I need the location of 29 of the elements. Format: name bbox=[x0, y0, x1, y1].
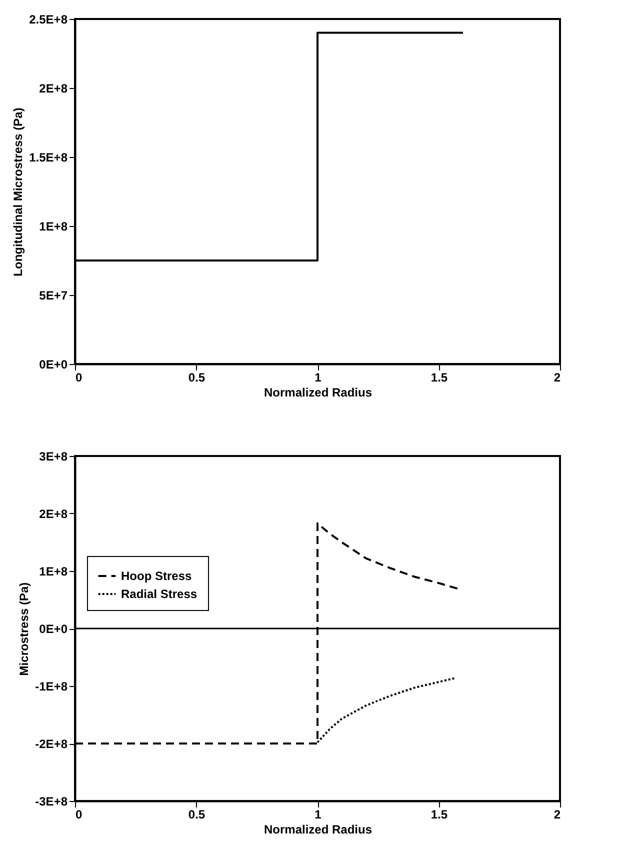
x-tick-label: 0.5 bbox=[188, 808, 206, 822]
x-tick-label: 2 bbox=[554, 370, 561, 384]
y-tick-label: 0E+0 bbox=[39, 622, 68, 636]
y-tick-label: 1E+8 bbox=[39, 220, 68, 234]
legend-label: Hoop Stress bbox=[121, 569, 192, 583]
x-tick-label: 0 bbox=[76, 808, 82, 822]
y-axis-title: Microstress (Pa) bbox=[17, 582, 32, 676]
x-tick-label: 0.5 bbox=[188, 370, 206, 384]
y-tick-label: -2E+8 bbox=[35, 737, 68, 751]
y-axis-title: Longitudinal Microstress (Pa) bbox=[11, 108, 26, 276]
y-tick-label: 1.5E+8 bbox=[29, 150, 68, 164]
y-tick-label: 1E+8 bbox=[39, 564, 68, 578]
x-axis-title: Normalized Radius bbox=[264, 386, 372, 400]
x-axis-title: Normalized Radius bbox=[264, 822, 372, 836]
y-tick-label: 2E+8 bbox=[39, 82, 68, 96]
y-tick-label: -3E+8 bbox=[35, 794, 68, 808]
y-tick-label: -1E+8 bbox=[35, 680, 68, 694]
x-tick-label: 1 bbox=[314, 808, 322, 822]
legend-label: Radial Stress bbox=[121, 587, 198, 601]
x-tick-label: 2 bbox=[554, 808, 561, 822]
y-tick-label: 2.5E+8 bbox=[29, 12, 68, 26]
y-tick-label: 5E+7 bbox=[39, 288, 68, 302]
x-tick-label: 0 bbox=[76, 370, 82, 384]
x-tick-label: 1.5 bbox=[430, 370, 448, 384]
y-tick-label: 0E+0 bbox=[39, 358, 68, 372]
y-tick-label: 2E+8 bbox=[39, 507, 68, 521]
x-tick-label: 1 bbox=[314, 370, 322, 384]
x-tick-label: 1.5 bbox=[430, 808, 448, 822]
y-tick-label: 3E+8 bbox=[39, 450, 68, 464]
